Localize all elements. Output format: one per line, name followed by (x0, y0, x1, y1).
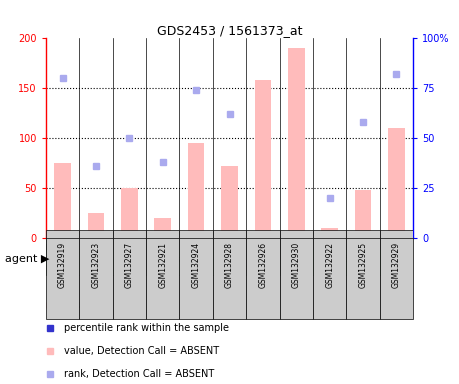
Bar (246, 230, 280, 250)
Text: rosiglitazone: rosiglitazone (167, 255, 225, 264)
Bar (388, 128, 405, 238)
Text: GSM132928: GSM132928 (225, 242, 234, 288)
Text: GSM132927: GSM132927 (125, 242, 134, 288)
Bar (179, 230, 213, 250)
Bar (154, 218, 171, 238)
Text: percentile rank within the sample: percentile rank within the sample (64, 323, 229, 333)
Text: rosiglitazone
and AGN193109: rosiglitazone and AGN193109 (226, 250, 300, 269)
Bar (146, 238, 179, 319)
Text: GSM132925: GSM132925 (358, 242, 368, 288)
Bar (288, 48, 305, 238)
Text: AM580: AM580 (331, 255, 362, 264)
Bar (347, 238, 380, 319)
Bar (46, 238, 79, 319)
Bar (380, 230, 413, 250)
Bar (280, 238, 313, 319)
Text: GSM132922: GSM132922 (325, 242, 334, 288)
Text: GSM132924: GSM132924 (191, 242, 201, 288)
Bar (46, 230, 79, 250)
Text: count: count (64, 300, 92, 310)
Bar (246, 244, 280, 275)
Bar (313, 230, 347, 250)
Text: GSM132921: GSM132921 (158, 242, 167, 288)
Bar (280, 230, 313, 250)
Bar (355, 190, 371, 238)
Bar (112, 230, 146, 250)
Bar (321, 228, 338, 238)
Bar (246, 238, 280, 319)
Text: control: control (80, 255, 112, 264)
Bar (146, 230, 179, 250)
Bar (179, 238, 213, 319)
Bar (112, 238, 146, 319)
Bar (121, 188, 138, 238)
Text: rank, Detection Call = ABSENT: rank, Detection Call = ABSENT (64, 369, 214, 379)
Bar (280, 244, 413, 275)
Bar (88, 213, 104, 238)
Bar (221, 166, 238, 238)
Text: value, Detection Call = ABSENT: value, Detection Call = ABSENT (64, 346, 219, 356)
Bar (46, 244, 146, 275)
Bar (79, 230, 112, 250)
Text: GSM132919: GSM132919 (58, 242, 67, 288)
Text: GSM132926: GSM132926 (258, 242, 268, 288)
Bar (213, 230, 246, 250)
Title: GDS2453 / 1561373_at: GDS2453 / 1561373_at (157, 24, 302, 37)
Text: GSM132930: GSM132930 (292, 242, 301, 288)
Bar (146, 244, 246, 275)
Text: GSM132923: GSM132923 (91, 242, 101, 288)
Bar (54, 163, 71, 238)
Bar (380, 238, 413, 319)
Bar (255, 80, 271, 238)
Bar (347, 230, 380, 250)
Bar (213, 238, 246, 319)
Bar (79, 238, 112, 319)
Text: agent ▶: agent ▶ (5, 254, 49, 264)
Text: GSM132929: GSM132929 (392, 242, 401, 288)
Bar (313, 238, 347, 319)
Bar (188, 143, 204, 238)
